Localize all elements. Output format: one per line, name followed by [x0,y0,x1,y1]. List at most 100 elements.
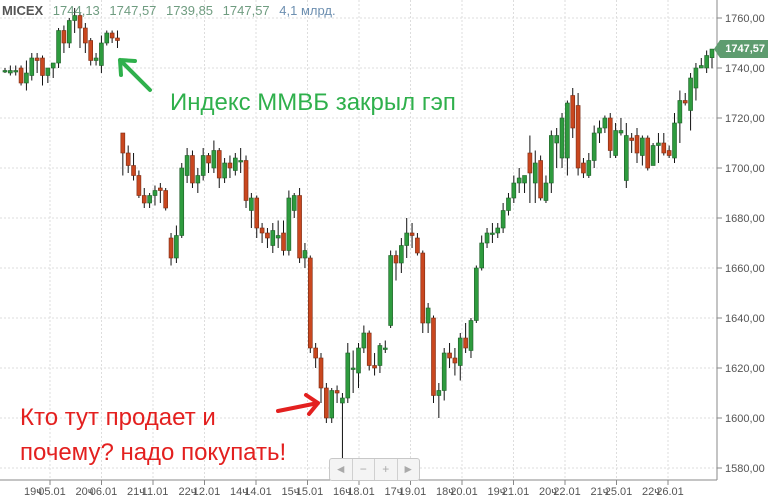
zoom-out-button[interactable]: − [353,459,375,480]
candle-up [516,177,522,184]
x-hour-label: 21ч [127,486,145,498]
x-day-label: 14.01 [244,486,272,498]
candle-down [158,187,163,191]
candle-up [597,127,602,134]
x-day-label: 12.01 [193,486,221,498]
candle-up [45,67,51,76]
candle-up [495,227,501,234]
candle-up [93,57,99,61]
candle-up [350,367,356,370]
candle-down [570,95,576,129]
candle-down [463,337,468,349]
candle-up [104,32,110,44]
candle-up [291,195,297,211]
candle-down [18,67,24,84]
candle-down [227,162,233,169]
high-value: 1747,57 [109,3,157,18]
candle-down [163,190,168,209]
x-day-label: 15.01 [296,486,324,498]
candle-up [200,155,206,176]
candle-up [382,347,388,350]
candle-up [602,117,608,129]
scroll-right-button[interactable]: ► [402,462,415,476]
x-hour-label: 19ч [24,486,42,498]
x-day-label: 11.01 [142,486,169,498]
candle-up [2,70,8,73]
x-hour-label: 14ч [230,486,248,498]
symbol: MICEX [2,3,44,18]
candle-up [704,55,709,69]
zoom-in-button[interactable]: + [375,459,398,480]
candle-up [404,232,410,246]
candle-down [136,175,142,196]
x-hour-label: 22ч [179,486,197,498]
y-tick-label: 1640,00 [725,313,765,325]
candle-down [125,152,131,166]
candle-down [661,142,667,154]
candle-up [249,197,254,211]
candle-down [206,155,211,164]
annotation-buy: Кто тут продает и почему? надо покупать! [20,400,286,470]
candle-up [506,197,511,211]
candle-down [83,27,88,44]
candle-up [399,245,404,264]
x-hour-label: 20ч [539,486,557,498]
x-hour-label: 16ч [333,486,351,498]
candle-down [34,57,40,61]
candle-up [275,235,281,239]
candle-up [511,182,517,199]
x-day-label: 22.01 [553,486,581,498]
candle-up [286,197,292,251]
candle-up [565,102,570,159]
candle-down [307,257,313,349]
candle-up [543,182,549,201]
candle-down [109,32,115,39]
candle-down [334,390,340,394]
candle-up [152,190,158,196]
x-hour-label: 18ч [436,486,454,498]
candle-up [13,70,19,73]
candle-up [591,132,597,161]
candle-down [372,365,377,369]
x-hour-label: 21ч [591,486,609,498]
candle-up [441,352,447,391]
candle-down [77,15,83,29]
candle-up [618,130,624,134]
candle-up [238,160,243,163]
scroll-left-button[interactable]: ◄ [330,459,353,480]
candle-down [265,232,270,239]
candle-up [436,390,442,396]
candle-down [115,37,120,41]
candle-down [313,347,318,359]
candle-up [147,195,152,204]
candle-up [559,117,565,159]
candle-up [377,345,383,366]
candle-down [629,137,634,141]
candle-up [24,72,29,84]
candle-up [693,67,699,89]
candle-up [474,267,479,321]
candle-down [682,100,688,104]
candle-up [50,62,56,69]
candle-up [233,157,238,171]
candle-down [645,137,651,169]
x-hour-label: 17ч [385,486,403,498]
candle-up [270,230,276,246]
candle-down [607,117,613,151]
candle-up [66,20,72,44]
candle-down [88,40,93,61]
candle-up [468,320,474,351]
annotation-buy-line2: почему? надо покупать! [20,439,287,466]
candle-down [61,30,67,44]
candle-down [634,135,640,154]
x-day-label: 19.01 [399,486,427,498]
candle-down [297,195,302,259]
candle-down [259,227,265,234]
candle-up [640,137,645,156]
candle-down [666,150,672,156]
y-tick-label: 1700,00 [725,163,765,175]
x-hour-label: 22ч [642,486,660,498]
candle-up [72,15,77,21]
candle-up [490,232,495,235]
candle-up [56,30,61,64]
